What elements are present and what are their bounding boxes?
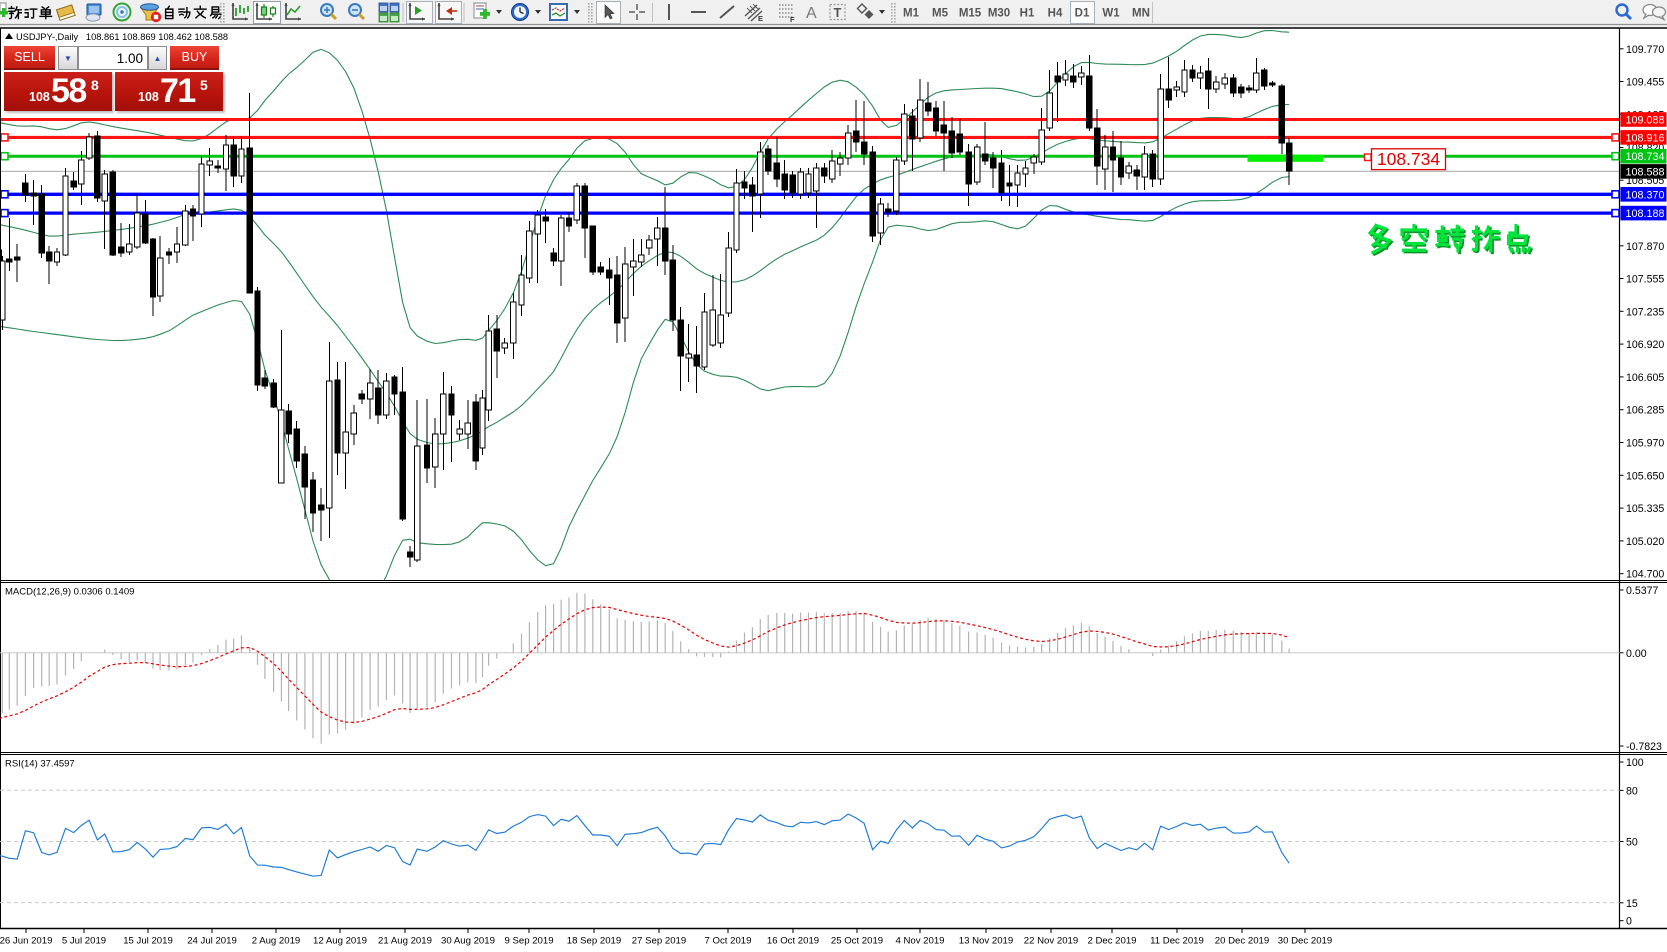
svg-text:108.734: 108.734 [1377, 149, 1441, 169]
svg-text:4 Nov 2019: 4 Nov 2019 [895, 936, 944, 947]
svg-text:11 Dec 2019: 11 Dec 2019 [1150, 936, 1204, 947]
svg-text:21 Aug 2019: 21 Aug 2019 [378, 936, 432, 947]
svg-text:109.088: 109.088 [1626, 115, 1665, 127]
svg-text:20 Dec 2019: 20 Dec 2019 [1215, 936, 1269, 947]
svg-text:M15: M15 [959, 8, 982, 20]
svg-text:MACD(12,26,9) 0.0306 0.1409: MACD(12,26,9) 0.0306 0.1409 [5, 587, 134, 598]
svg-text:50: 50 [1626, 837, 1638, 849]
svg-text:25 Oct 2019: 25 Oct 2019 [831, 936, 883, 947]
svg-text:80: 80 [1626, 785, 1638, 797]
svg-text:30 Aug 2019: 30 Aug 2019 [441, 936, 495, 947]
svg-text:105.335: 105.335 [1626, 503, 1664, 515]
svg-text:24 Jul 2019: 24 Jul 2019 [187, 936, 237, 947]
svg-text:M30: M30 [988, 8, 1010, 20]
svg-text:0.00: 0.00 [1626, 648, 1647, 660]
svg-text:D1: D1 [1075, 8, 1090, 20]
svg-text:30 Dec 2019: 30 Dec 2019 [1278, 936, 1332, 947]
svg-text:0.5377: 0.5377 [1626, 585, 1659, 597]
svg-text:107.555: 107.555 [1626, 274, 1664, 286]
svg-text:A: A [806, 5, 817, 22]
svg-text:T: T [834, 5, 842, 20]
svg-text:108.588: 108.588 [1626, 166, 1665, 178]
svg-text:105.970: 105.970 [1626, 438, 1664, 450]
svg-text:106.605: 106.605 [1626, 372, 1664, 384]
svg-text:W1: W1 [1102, 8, 1120, 20]
svg-text:26 Jun 2019: 26 Jun 2019 [0, 936, 52, 947]
svg-text:108.188: 108.188 [1626, 208, 1665, 220]
svg-text:18 Sep 2019: 18 Sep 2019 [567, 936, 621, 947]
svg-text:2 Dec 2019: 2 Dec 2019 [1087, 936, 1136, 947]
svg-text:104.700: 104.700 [1626, 569, 1664, 581]
svg-text:107.870: 107.870 [1626, 241, 1664, 253]
svg-text:109.770: 109.770 [1626, 44, 1664, 56]
svg-text:109.455: 109.455 [1626, 77, 1664, 89]
svg-text:7 Oct 2019: 7 Oct 2019 [705, 936, 752, 947]
svg-text:H1: H1 [1020, 8, 1035, 20]
svg-text:106.920: 106.920 [1626, 339, 1664, 351]
svg-text:108.734: 108.734 [1626, 151, 1665, 163]
svg-text:15: 15 [1626, 898, 1638, 910]
svg-text:12 Aug 2019: 12 Aug 2019 [313, 936, 367, 947]
svg-text:M1: M1 [903, 8, 920, 20]
svg-text:E: E [758, 14, 763, 23]
svg-text:H4: H4 [1048, 8, 1063, 20]
svg-text:9 Sep 2019: 9 Sep 2019 [504, 936, 553, 947]
svg-text:5 Jul 2019: 5 Jul 2019 [62, 936, 106, 947]
svg-text:M5: M5 [932, 8, 949, 20]
svg-text:13 Nov 2019: 13 Nov 2019 [959, 936, 1013, 947]
svg-text:16 Oct 2019: 16 Oct 2019 [767, 936, 819, 947]
svg-text:2 Aug 2019: 2 Aug 2019 [252, 936, 301, 947]
svg-text:27 Sep 2019: 27 Sep 2019 [632, 936, 686, 947]
svg-text:15 Jul 2019: 15 Jul 2019 [123, 936, 173, 947]
svg-text:107.235: 107.235 [1626, 306, 1664, 318]
svg-text:22 Nov 2019: 22 Nov 2019 [1024, 936, 1078, 947]
svg-text:105.650: 105.650 [1626, 470, 1664, 482]
svg-text:108.370: 108.370 [1626, 189, 1665, 201]
svg-text:MN: MN [1132, 8, 1150, 20]
svg-text:105.020: 105.020 [1626, 536, 1664, 548]
svg-text:RSI(14) 37.4597: RSI(14) 37.4597 [5, 759, 75, 770]
svg-text:106.285: 106.285 [1626, 405, 1664, 417]
svg-text:F: F [790, 15, 795, 24]
svg-text:0: 0 [1626, 916, 1632, 928]
svg-text:108.916: 108.916 [1626, 132, 1665, 144]
svg-text:-0.7823: -0.7823 [1626, 741, 1662, 753]
svg-text:100: 100 [1626, 757, 1644, 769]
